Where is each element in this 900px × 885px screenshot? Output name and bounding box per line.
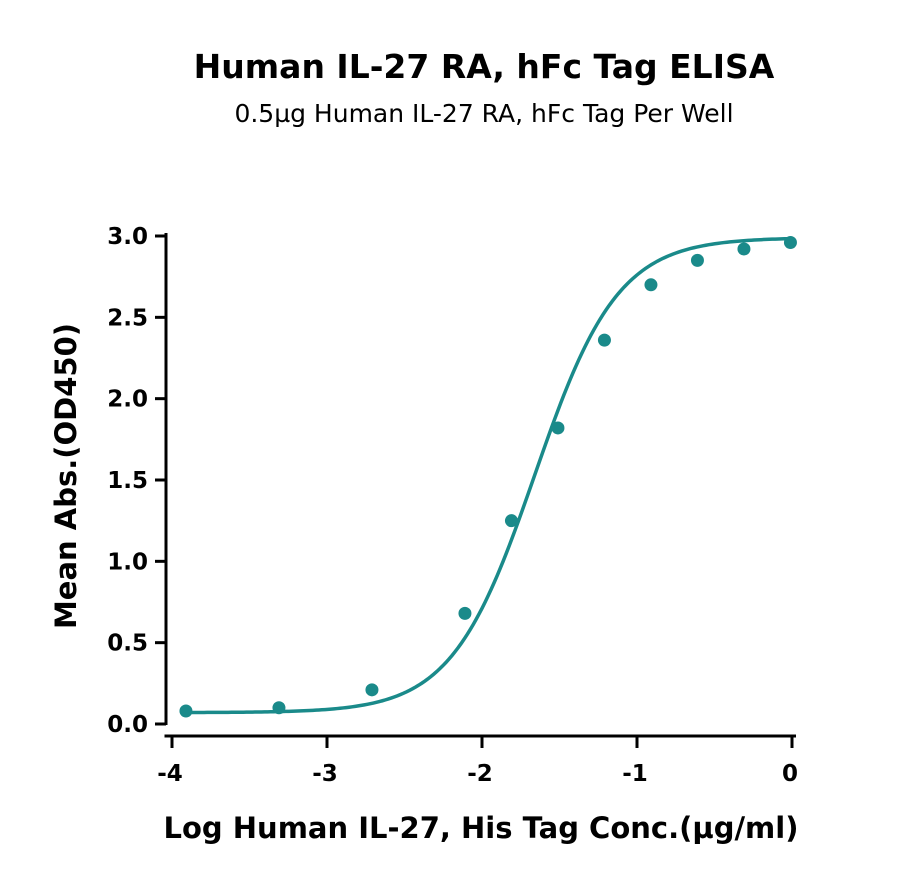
data-point (458, 606, 472, 620)
y-tick-label: 0.5 (107, 631, 148, 657)
x-tick-label: -2 (467, 761, 493, 787)
chart-axes (164, 233, 796, 738)
data-point (551, 421, 565, 435)
data-points (179, 236, 797, 718)
data-point (365, 683, 379, 697)
chart-title: Human IL-27 RA, hFc Tag ELISA (194, 47, 775, 86)
data-point (783, 236, 797, 250)
y-axis-label: Mean Abs.(OD450) (49, 323, 83, 629)
data-point (644, 278, 658, 292)
y-ticks: 0.0 0.5 1.0 1.5 2.0 2.5 3.0 (107, 224, 166, 738)
y-tick-label: 1.0 (107, 549, 148, 575)
y-tick-label: 1.5 (107, 468, 148, 494)
y-tick-label: 0.0 (107, 712, 148, 738)
x-tick-label: 0 (782, 761, 798, 787)
data-point (179, 704, 193, 718)
x-axis-label: Log Human IL-27, His Tag Conc.(µg/ml) (164, 811, 799, 845)
y-tick-label: 2.0 (107, 387, 148, 413)
chart-subtitle: 0.5µg Human IL-27 RA, hFc Tag Per Well (234, 99, 733, 128)
data-point (272, 701, 286, 715)
data-point (504, 514, 518, 528)
data-point (737, 242, 751, 256)
x-ticks: -4 -3 -2 -1 0 (157, 736, 798, 787)
data-point (597, 333, 611, 347)
fit-curve (184, 236, 793, 715)
x-tick-label: -4 (157, 761, 183, 787)
y-tick-label: 2.5 (107, 305, 148, 331)
x-tick-label: -3 (312, 761, 338, 787)
y-tick-label: 3.0 (107, 224, 148, 250)
data-point (690, 253, 704, 267)
x-tick-label: -1 (622, 761, 648, 787)
